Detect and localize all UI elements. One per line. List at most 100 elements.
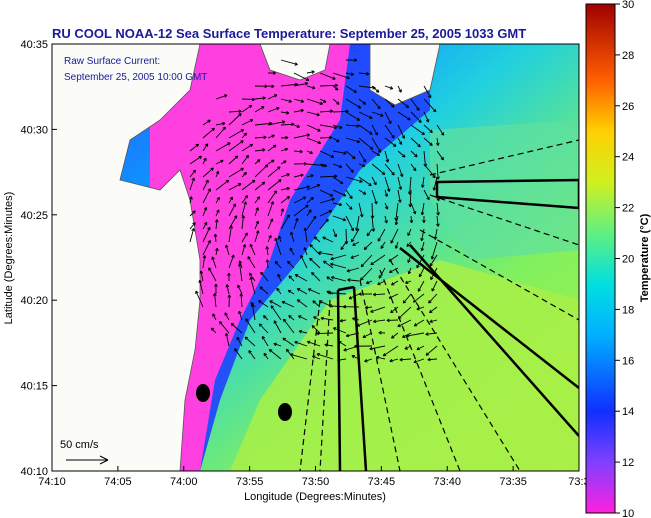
current-vector-head bbox=[255, 230, 260, 234]
current-vector bbox=[423, 137, 433, 146]
current-vector-head bbox=[380, 113, 384, 117]
current-vector bbox=[348, 293, 360, 300]
current-vector-head bbox=[384, 206, 389, 210]
current-vector-head bbox=[222, 126, 226, 131]
x-axis-ticks: 74:10 74:05 74:00 73:55 73:50 73:45 73:40 73:35… bbox=[38, 466, 590, 488]
current-vector bbox=[241, 143, 253, 152]
current-vector bbox=[293, 82, 308, 87]
current-vector bbox=[371, 163, 386, 175]
y-tick-label: 40:20 bbox=[20, 295, 48, 307]
current-vector-head bbox=[207, 226, 211, 231]
current-vector-head bbox=[195, 290, 199, 295]
current-vector bbox=[240, 293, 243, 308]
current-vector bbox=[376, 356, 386, 360]
current-vector-head bbox=[364, 358, 368, 363]
current-vector bbox=[371, 215, 375, 232]
current-vector-head bbox=[274, 237, 278, 241]
current-vector bbox=[241, 215, 244, 230]
current-vector-head bbox=[404, 346, 408, 350]
current-vector bbox=[332, 124, 343, 129]
radar-beam-lines bbox=[299, 139, 579, 471]
current-vector bbox=[436, 202, 439, 216]
current-vector-head bbox=[268, 234, 272, 239]
current-vector bbox=[277, 273, 282, 282]
current-vector-head bbox=[243, 132, 247, 137]
current-vector bbox=[254, 164, 269, 178]
current-vector-head bbox=[276, 287, 280, 292]
current-vector bbox=[436, 124, 445, 136]
current-vector bbox=[345, 111, 360, 121]
current-vector bbox=[319, 189, 333, 197]
current-vector-head bbox=[370, 309, 374, 313]
current-vector-head bbox=[269, 218, 274, 222]
current-vector-head bbox=[230, 322, 235, 327]
current-vector bbox=[211, 327, 217, 334]
current-vector bbox=[259, 286, 269, 295]
current-vector-head bbox=[350, 169, 354, 173]
current-vector-head bbox=[342, 217, 347, 222]
current-vector-head bbox=[214, 283, 218, 287]
current-vector-head bbox=[286, 214, 290, 218]
current-vector-head bbox=[244, 195, 249, 199]
colorbar-tick-label: 16 bbox=[622, 355, 634, 367]
current-vector bbox=[280, 148, 288, 152]
current-vector-head bbox=[249, 276, 253, 281]
current-vector-head bbox=[303, 161, 307, 166]
current-vector-head bbox=[309, 150, 313, 155]
current-vector-head bbox=[238, 183, 242, 187]
current-vector bbox=[215, 126, 226, 139]
current-vector-head bbox=[219, 321, 223, 325]
current-vector-head bbox=[234, 155, 239, 159]
current-vector bbox=[413, 293, 425, 303]
current-vector bbox=[358, 163, 366, 167]
current-vector bbox=[215, 179, 230, 191]
current-vector-head bbox=[343, 347, 347, 352]
current-vector-head bbox=[353, 89, 357, 93]
current-vector bbox=[200, 270, 204, 282]
current-vector bbox=[384, 202, 388, 210]
current-vector bbox=[332, 163, 342, 168]
current-vector-head bbox=[316, 112, 320, 117]
current-vector bbox=[241, 172, 247, 178]
current-vector bbox=[370, 254, 386, 266]
current-vector bbox=[189, 210, 196, 217]
current-vector-head bbox=[204, 143, 209, 147]
current-vector bbox=[416, 345, 425, 351]
current-vector-head bbox=[278, 179, 282, 183]
current-vector bbox=[228, 196, 233, 204]
current-vector-head bbox=[407, 117, 411, 121]
current-vector-head bbox=[313, 236, 318, 240]
current-vector bbox=[320, 317, 334, 321]
x-tick-label: 74:05 bbox=[104, 476, 132, 488]
current-vector bbox=[312, 300, 321, 308]
current-vector-head bbox=[192, 169, 196, 174]
current-vector bbox=[319, 150, 334, 158]
current-vector-head bbox=[238, 263, 242, 267]
current-vector-head bbox=[232, 203, 237, 207]
current-vector bbox=[258, 300, 269, 308]
current-vector bbox=[429, 319, 438, 323]
current-vector-head bbox=[284, 147, 289, 152]
current-vector bbox=[293, 134, 310, 139]
current-vector bbox=[427, 358, 438, 361]
current-vector-head bbox=[355, 227, 359, 232]
current-vector-head bbox=[191, 228, 195, 232]
current-vector-head bbox=[433, 236, 438, 240]
colorbar-tick-label: 20 bbox=[622, 254, 634, 266]
current-vector bbox=[228, 110, 242, 113]
current-vector bbox=[254, 136, 267, 139]
current-vector bbox=[267, 134, 275, 139]
current-vector bbox=[254, 149, 266, 152]
current-vector bbox=[397, 189, 401, 203]
current-vector bbox=[384, 124, 395, 139]
current-vector bbox=[306, 209, 312, 217]
current-vector bbox=[421, 202, 425, 216]
current-vector-head bbox=[250, 302, 254, 306]
current-vector bbox=[416, 254, 425, 269]
current-vector-head bbox=[361, 163, 366, 168]
current-vector-head bbox=[340, 246, 344, 251]
current-vector bbox=[318, 251, 334, 256]
current-vector-head bbox=[231, 254, 235, 258]
current-vector bbox=[319, 163, 327, 167]
current-vector-head bbox=[330, 256, 334, 261]
